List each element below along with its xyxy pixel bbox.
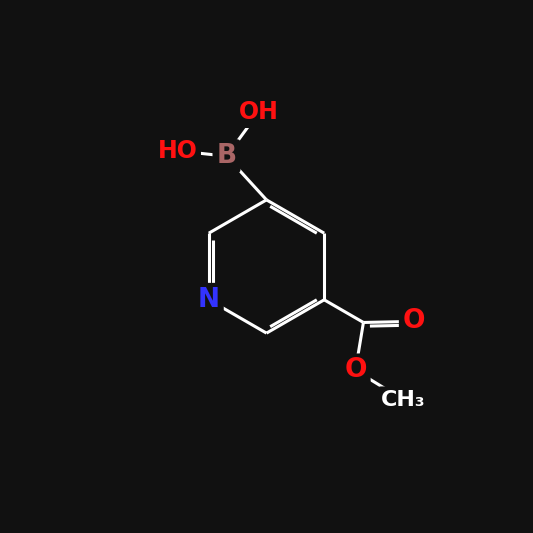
Text: O: O: [403, 309, 425, 334]
Text: N: N: [198, 287, 220, 313]
Text: OH: OH: [239, 100, 278, 125]
Text: B: B: [216, 143, 237, 169]
Text: O: O: [344, 358, 367, 383]
Text: HO: HO: [158, 139, 197, 163]
Text: CH₃: CH₃: [381, 390, 426, 410]
